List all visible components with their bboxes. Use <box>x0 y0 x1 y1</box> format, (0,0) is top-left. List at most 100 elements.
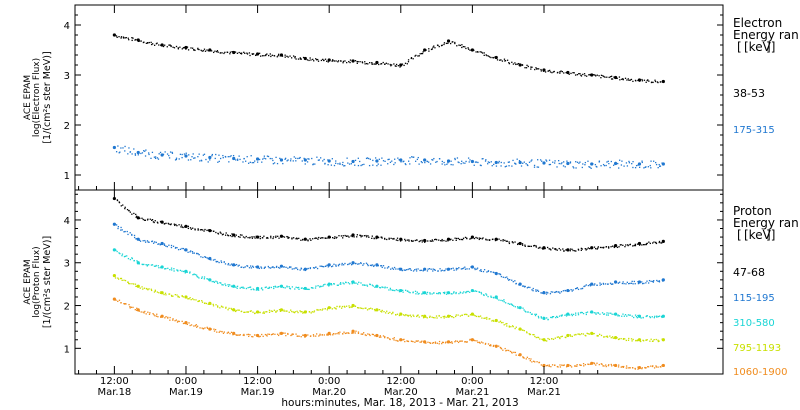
data-sample <box>364 63 366 65</box>
data-sample <box>532 245 535 247</box>
data-sample <box>225 306 227 308</box>
data-sample <box>398 267 401 270</box>
data-sample <box>559 71 561 73</box>
data-sample <box>500 299 502 302</box>
data-sample <box>286 285 288 287</box>
data-sample <box>344 332 347 335</box>
data-point <box>613 280 618 284</box>
data-sample <box>252 266 255 268</box>
data-sample <box>385 62 388 64</box>
data-point <box>399 63 403 67</box>
data-sample <box>508 161 511 163</box>
data-sample <box>593 74 595 76</box>
data-sample <box>291 238 293 240</box>
data-sample <box>360 282 362 284</box>
data-sample <box>287 237 289 239</box>
data-sample <box>386 310 388 312</box>
data-sample <box>332 60 334 62</box>
data-sample <box>429 342 432 344</box>
data-sample <box>603 313 606 315</box>
data-sample <box>538 361 541 364</box>
data-sample <box>540 317 543 319</box>
data-sample <box>602 247 605 249</box>
data-sample <box>172 46 174 48</box>
data-sample <box>503 162 505 164</box>
data-point <box>279 284 284 288</box>
data-sample <box>518 284 520 286</box>
data-sample <box>569 364 572 367</box>
legend-bracket: ] <box>766 40 771 54</box>
data-sample <box>559 249 562 251</box>
data-sample <box>210 328 212 330</box>
data-sample <box>526 287 529 289</box>
data-sample <box>165 267 167 270</box>
data-sample <box>174 159 177 161</box>
data-sample <box>184 272 186 274</box>
data-sample <box>575 333 577 336</box>
data-sample <box>655 365 657 367</box>
data-sample <box>438 239 440 241</box>
data-sample <box>380 336 382 338</box>
data-sample <box>142 240 144 242</box>
data-sample <box>355 282 357 284</box>
data-sample <box>400 161 402 163</box>
data-sample <box>326 284 329 286</box>
data-sample <box>207 229 210 231</box>
data-sample <box>488 161 491 164</box>
data-sample <box>374 157 377 159</box>
data-sample <box>581 166 583 169</box>
data-sample <box>655 163 658 166</box>
data-sample <box>180 226 182 228</box>
data-sample <box>429 341 431 344</box>
data-point <box>661 239 665 243</box>
data-sample <box>626 165 629 167</box>
data-sample <box>319 285 321 288</box>
data-sample <box>493 271 495 274</box>
data-sample <box>388 237 390 239</box>
data-point <box>112 196 116 201</box>
data-sample <box>268 333 271 335</box>
data-sample <box>450 315 453 318</box>
data-sample <box>229 264 231 266</box>
x-tick-time: 12:00 <box>100 376 129 387</box>
data-sample <box>509 350 512 353</box>
data-sample <box>276 162 279 165</box>
data-sample <box>608 76 610 79</box>
data-sample <box>363 163 365 166</box>
data-sample <box>114 277 117 279</box>
data-sample <box>118 36 120 38</box>
data-sample <box>246 311 248 313</box>
data-sample <box>121 253 124 255</box>
data-sample <box>249 334 251 336</box>
data-sample <box>455 292 457 295</box>
data-sample <box>415 54 417 57</box>
data-point <box>232 156 236 161</box>
data-sample <box>499 59 501 61</box>
data-sample <box>640 340 642 343</box>
data-sample <box>262 335 264 338</box>
data-sample <box>231 285 233 288</box>
data-sample <box>283 310 285 312</box>
data-sample <box>123 255 126 258</box>
data-sample <box>392 311 394 313</box>
data-sample <box>169 316 171 319</box>
data-sample <box>428 161 430 163</box>
data-point <box>136 150 140 155</box>
data-sample <box>491 165 493 167</box>
data-sample <box>330 283 332 285</box>
data-sample <box>215 261 218 263</box>
data-sample <box>336 236 338 239</box>
data-sample <box>302 288 305 290</box>
data-sample <box>474 267 476 270</box>
data-sample <box>221 284 223 286</box>
data-sample <box>368 164 371 167</box>
data-sample <box>411 156 413 158</box>
data-sample <box>459 315 462 317</box>
data-sample <box>275 286 277 288</box>
data-sample <box>570 288 572 291</box>
data-sample <box>577 312 579 314</box>
data-sample <box>585 284 587 286</box>
data-sample <box>176 247 178 249</box>
data-sample <box>476 340 478 342</box>
legend-entry: 115-195 <box>733 293 775 304</box>
